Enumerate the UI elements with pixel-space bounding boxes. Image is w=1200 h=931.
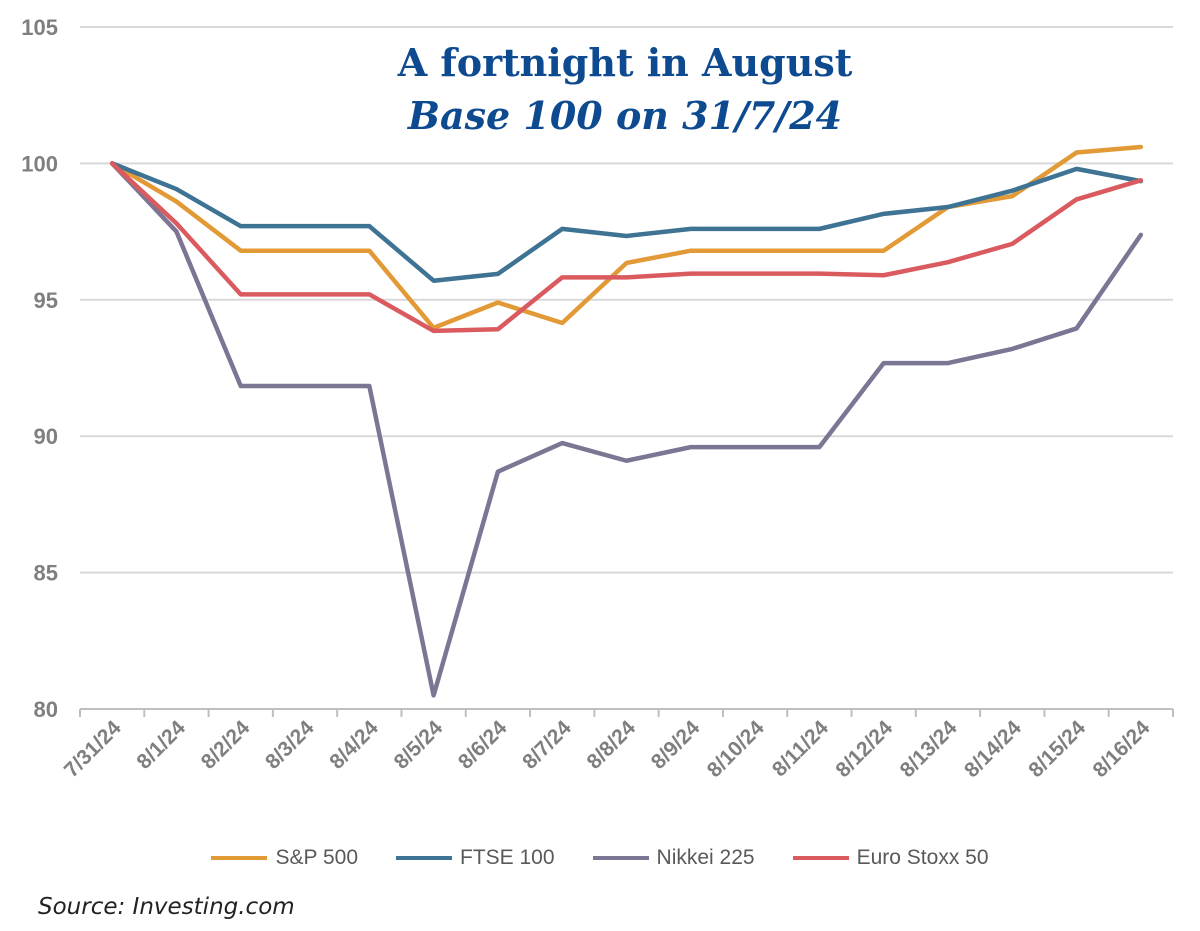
x-tick-label: 8/12/24 — [831, 716, 897, 782]
x-tick-label: 8/9/24 — [647, 716, 705, 774]
legend-item-nikkei225: Nikkei 225 — [592, 846, 755, 870]
legend-swatch — [592, 856, 649, 860]
legend-label: S&P 500 — [275, 846, 358, 869]
x-tick-label: 8/14/24 — [960, 716, 1026, 782]
x-tick-label: 8/1/24 — [132, 716, 190, 774]
legend-swatch — [792, 856, 849, 860]
x-tick-label: 8/15/24 — [1024, 716, 1090, 782]
series-line-ftse-100 — [109, 161, 1144, 283]
y-tick-label: 90 — [34, 424, 58, 449]
x-tick-label: 8/11/24 — [768, 716, 833, 781]
x-tick-label: 8/16/24 — [1089, 716, 1155, 782]
legend-swatch — [211, 856, 268, 860]
legend-item-eurostoxx50: Euro Stoxx 50 — [792, 846, 989, 870]
x-tick-label: 8/8/24 — [582, 716, 640, 774]
legend-label: FTSE 100 — [460, 846, 555, 869]
legend-label: Euro Stoxx 50 — [856, 846, 989, 869]
legend: S&P 500 FTSE 100 Nikkei 225 Euro Stoxx 5… — [0, 846, 1200, 870]
series-line-nikkei-225 — [109, 161, 1144, 698]
legend-label: Nikkei 225 — [656, 846, 755, 869]
legend-item-sp500: S&P 500 — [211, 846, 358, 870]
chart-title: A fortnight in August — [397, 40, 853, 85]
y-tick-label: 85 — [34, 561, 58, 586]
x-tick-label: 8/10/24 — [703, 716, 769, 782]
x-tick-label: 8/2/24 — [197, 716, 255, 774]
series-line-euro-stoxx-50 — [109, 161, 1144, 334]
x-tick-label: 8/7/24 — [518, 716, 576, 774]
y-tick-label: 105 — [21, 15, 58, 40]
x-tick-label: 7/31/24 — [60, 716, 126, 782]
y-tick-label: 80 — [34, 697, 58, 722]
x-tick-label: 8/6/24 — [454, 716, 512, 774]
legend-swatch — [396, 856, 452, 860]
x-tick-label: 8/5/24 — [390, 716, 448, 774]
source-note: Source: Investing.com — [38, 894, 295, 920]
legend-item-ftse100: FTSE 100 — [396, 846, 555, 870]
x-tick-label: 8/3/24 — [261, 716, 319, 774]
x-tick-label: 8/13/24 — [896, 716, 962, 782]
chart-subtitle: Base 100 on 31/7/24 — [407, 93, 843, 138]
y-tick-label: 100 — [21, 151, 58, 176]
x-tick-label: 8/4/24 — [325, 716, 383, 774]
y-tick-label: 95 — [34, 288, 58, 313]
